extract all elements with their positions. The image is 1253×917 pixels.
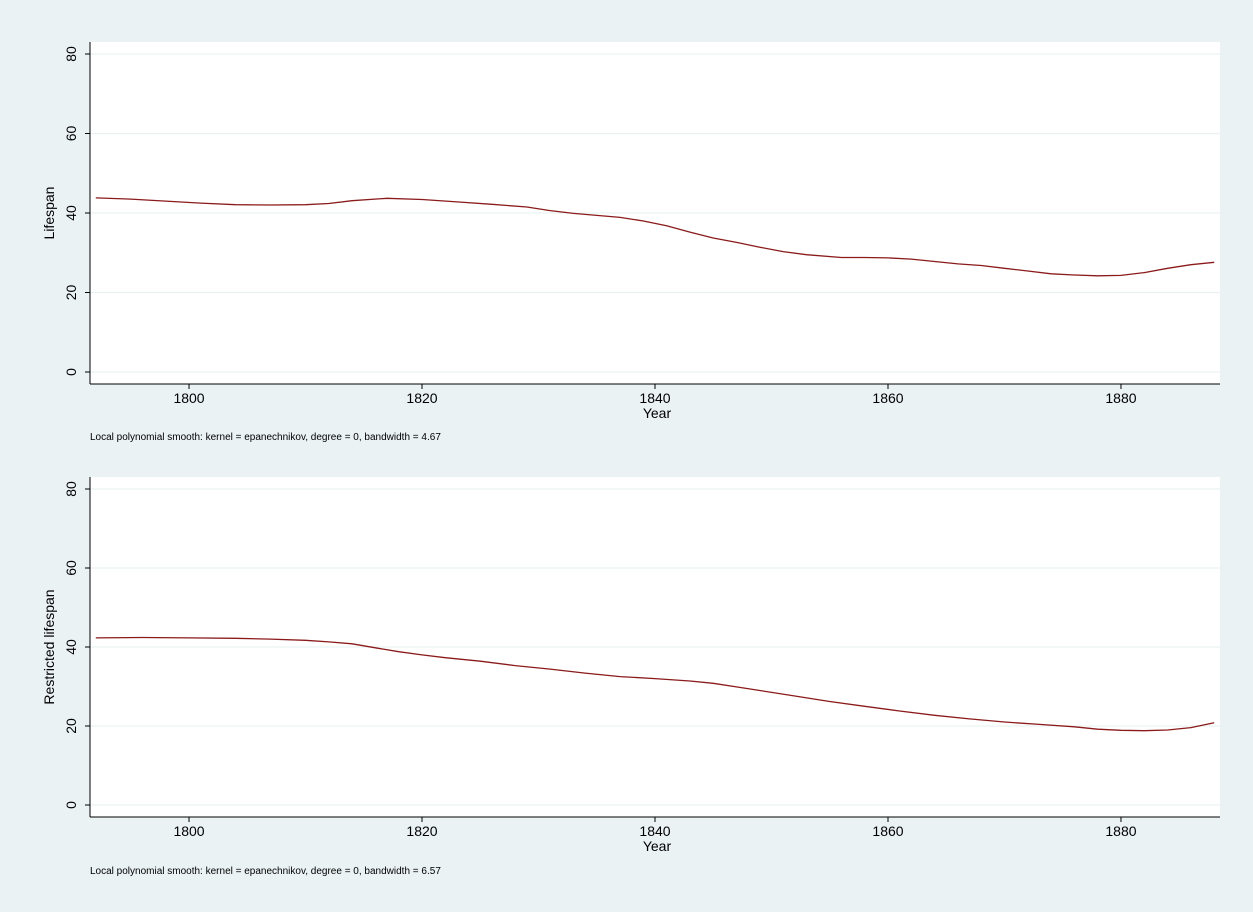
y-tick-label: 40 [63,205,79,221]
series-line [95,636,1215,732]
y-tick-label: 60 [63,560,79,576]
y-tick-label: 0 [63,801,79,809]
x-axis-label: Year [643,838,672,854]
x-tick-label: 1880 [1105,390,1136,406]
x-axis-label: Year [643,405,672,421]
y-tick-label: 20 [63,718,79,734]
x-tick-label: 1800 [173,823,204,839]
x-tick-label: 1820 [406,823,437,839]
y-tick-label: 40 [63,639,79,655]
series-line [95,197,1215,277]
x-tick-label: 1800 [173,390,204,406]
chart-panel-2: 0 20 40 60 80 1800 1820 1840 1860 1880 Year Restric… [41,477,1220,877]
chart-panel-1: 0 20 40 60 80 1800 1820 1840 1860 1880 Year Lifespa… [41,42,1220,443]
x-tick-label: 1860 [872,390,903,406]
x-tick-label: 1820 [406,390,437,406]
y-tick-label: 80 [63,481,79,497]
y-axis-label: Lifespan [41,187,57,240]
x-tick-label: 1840 [639,390,670,406]
y-tick-label: 0 [63,368,79,376]
smooth-note: Local polynomial smooth: kernel = epanec… [90,866,441,877]
y-tick-label: 60 [63,126,79,142]
smooth-note: Local polynomial smooth: kernel = epanec… [90,432,441,443]
x-tick-label: 1880 [1105,823,1136,839]
y-axis-label: Restricted lifespan [41,589,57,704]
y-tick-label: 20 [63,285,79,301]
x-tick-label: 1860 [872,823,903,839]
y-tick-label: 80 [63,46,79,62]
x-tick-label: 1840 [639,823,670,839]
